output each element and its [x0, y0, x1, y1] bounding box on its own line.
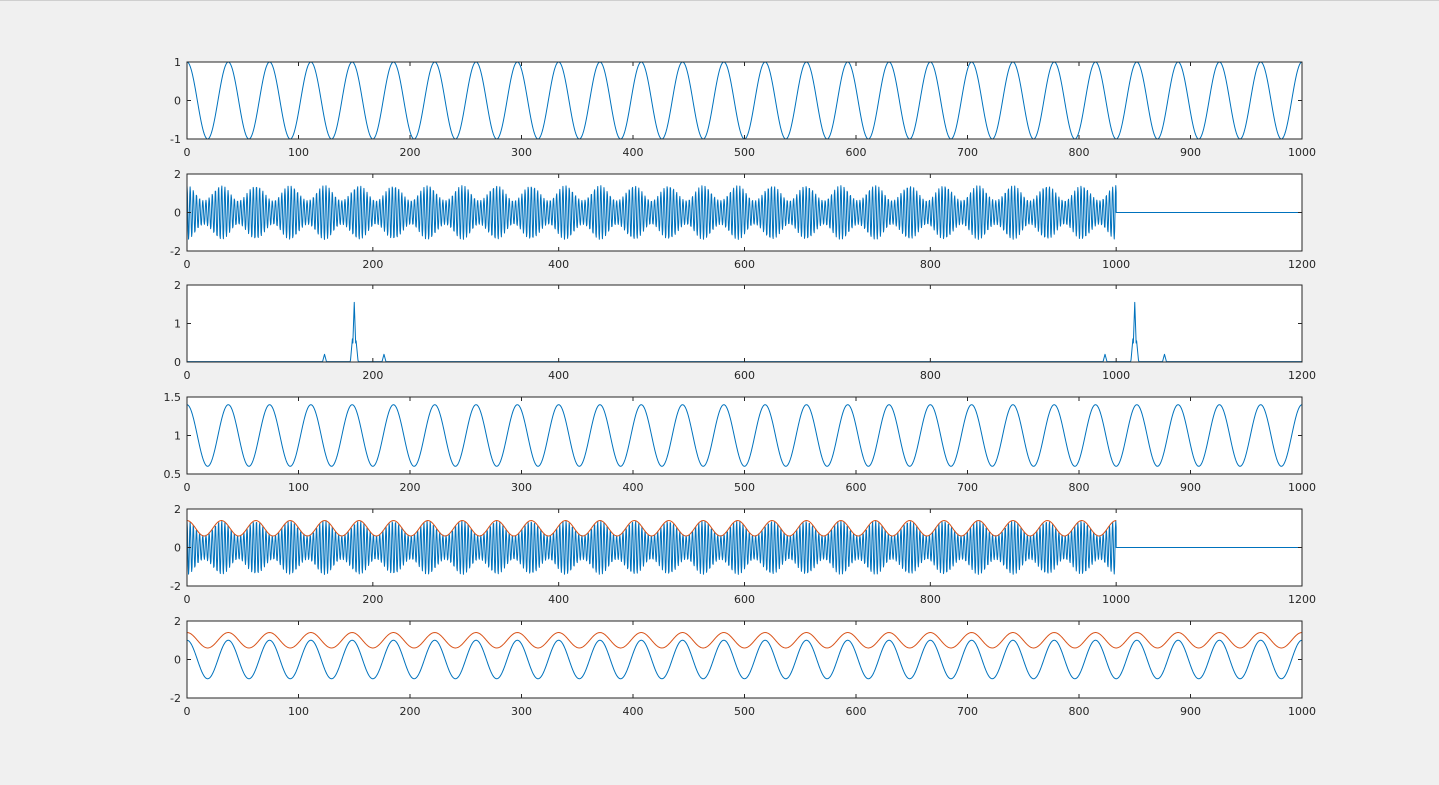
x-tick-label: 400	[548, 369, 569, 382]
axes-background	[187, 285, 1302, 362]
x-tick-label: 300	[511, 705, 532, 718]
subplot-6: 0 100 200 300 400 500 600 700 800 900 1000-202	[170, 615, 1316, 718]
x-tick-label: 1000	[1102, 258, 1130, 271]
x-tick-label: 600	[846, 705, 867, 718]
x-tick-label: 700	[957, 481, 978, 494]
x-tick-label: 100	[288, 705, 309, 718]
subplot-4: 0 100 200 300 400 500 600 700 800 900 1000 0.5 1 1.5	[164, 391, 1317, 494]
window-top-border	[0, 0, 1439, 1]
x-tick-label: 400	[623, 705, 644, 718]
x-tick-label: 600	[734, 593, 755, 606]
x-tick-label: 800	[1069, 146, 1090, 159]
y-tick-label: 1	[174, 56, 181, 69]
x-tick-label: 500	[734, 146, 755, 159]
x-tick-label: 400	[548, 593, 569, 606]
x-tick-label: 800	[920, 593, 941, 606]
x-tick-label: 1200	[1288, 369, 1316, 382]
x-tick-label: 0	[184, 146, 191, 159]
x-tick-label: 900	[1180, 481, 1201, 494]
x-tick-label: 500	[734, 481, 755, 494]
y-tick-label: 0	[174, 95, 181, 108]
x-tick-label: 300	[511, 481, 532, 494]
x-tick-label: 1000	[1102, 369, 1130, 382]
x-tick-label: 900	[1180, 705, 1201, 718]
y-tick-label: 1	[174, 318, 181, 331]
x-tick-label: 500	[734, 705, 755, 718]
y-tick-label: 0	[174, 654, 181, 667]
y-tick-label: 0.5	[164, 468, 182, 481]
axes-background	[187, 62, 1302, 139]
x-tick-label: 1000	[1288, 146, 1316, 159]
y-tick-label: 0	[174, 542, 181, 555]
x-tick-label: 1200	[1288, 593, 1316, 606]
y-tick-label: -2	[170, 245, 181, 258]
series-line-blue	[186, 639, 1303, 680]
x-tick-label: 0	[184, 258, 191, 271]
x-tick-label: 0	[184, 593, 191, 606]
x-tick-label: 800	[920, 369, 941, 382]
x-tick-label: 0	[184, 369, 191, 382]
y-tick-label: -2	[170, 580, 181, 593]
x-tick-label: 800	[920, 258, 941, 271]
y-tick-label: 1.5	[164, 391, 182, 404]
series-line-orange	[186, 520, 1117, 537]
y-tick-label: 2	[174, 279, 181, 292]
axes-background	[187, 397, 1302, 474]
subplot-2: 0 200 400 600 800 1000 1200-202	[170, 168, 1316, 271]
x-tick-label: 0	[184, 481, 191, 494]
y-tick-label: 2	[174, 168, 181, 181]
series-line-blue	[186, 520, 1302, 575]
y-tick-label: 0	[174, 356, 181, 369]
x-tick-label: 600	[846, 146, 867, 159]
x-tick-label: 1000	[1288, 705, 1316, 718]
x-tick-label: 0	[184, 705, 191, 718]
x-tick-label: 800	[1069, 705, 1090, 718]
subplot-5: 0 200 400 600 800 1000 1200-202	[170, 503, 1316, 606]
series-line-blue	[186, 404, 1303, 467]
x-tick-label: 100	[288, 481, 309, 494]
axes-background	[187, 621, 1302, 698]
x-tick-label: 300	[511, 146, 532, 159]
x-tick-label: 200	[362, 369, 383, 382]
x-tick-label: 200	[400, 146, 421, 159]
x-tick-label: 200	[400, 481, 421, 494]
subplot-1: 0 100 200 300 400 500 600 700 800 900 1000-101	[170, 56, 1316, 159]
x-tick-label: 1000	[1288, 481, 1316, 494]
x-tick-label: 1000	[1102, 593, 1130, 606]
x-tick-label: 600	[734, 369, 755, 382]
y-tick-label: 1	[174, 430, 181, 443]
x-tick-label: 200	[362, 593, 383, 606]
series-line-blue	[186, 185, 1302, 240]
y-tick-label: 0	[174, 207, 181, 220]
y-tick-label: 2	[174, 615, 181, 628]
x-tick-label: 400	[548, 258, 569, 271]
x-tick-label: 100	[288, 146, 309, 159]
x-tick-label: 200	[362, 258, 383, 271]
x-tick-label: 1200	[1288, 258, 1316, 271]
x-tick-label: 700	[957, 705, 978, 718]
x-tick-label: 600	[734, 258, 755, 271]
x-tick-label: 900	[1180, 146, 1201, 159]
x-tick-label: 600	[846, 481, 867, 494]
series-line-orange	[186, 632, 1303, 649]
x-tick-label: 200	[400, 705, 421, 718]
x-tick-label: 400	[623, 481, 644, 494]
y-tick-label: 2	[174, 503, 181, 516]
y-tick-label: -1	[170, 133, 181, 146]
y-tick-label: -2	[170, 692, 181, 705]
x-tick-label: 700	[957, 146, 978, 159]
subplot-3: 0 200 400 600 800 1000 1200 0 1 2	[174, 279, 1316, 382]
x-tick-label: 800	[1069, 481, 1090, 494]
x-tick-label: 400	[623, 146, 644, 159]
